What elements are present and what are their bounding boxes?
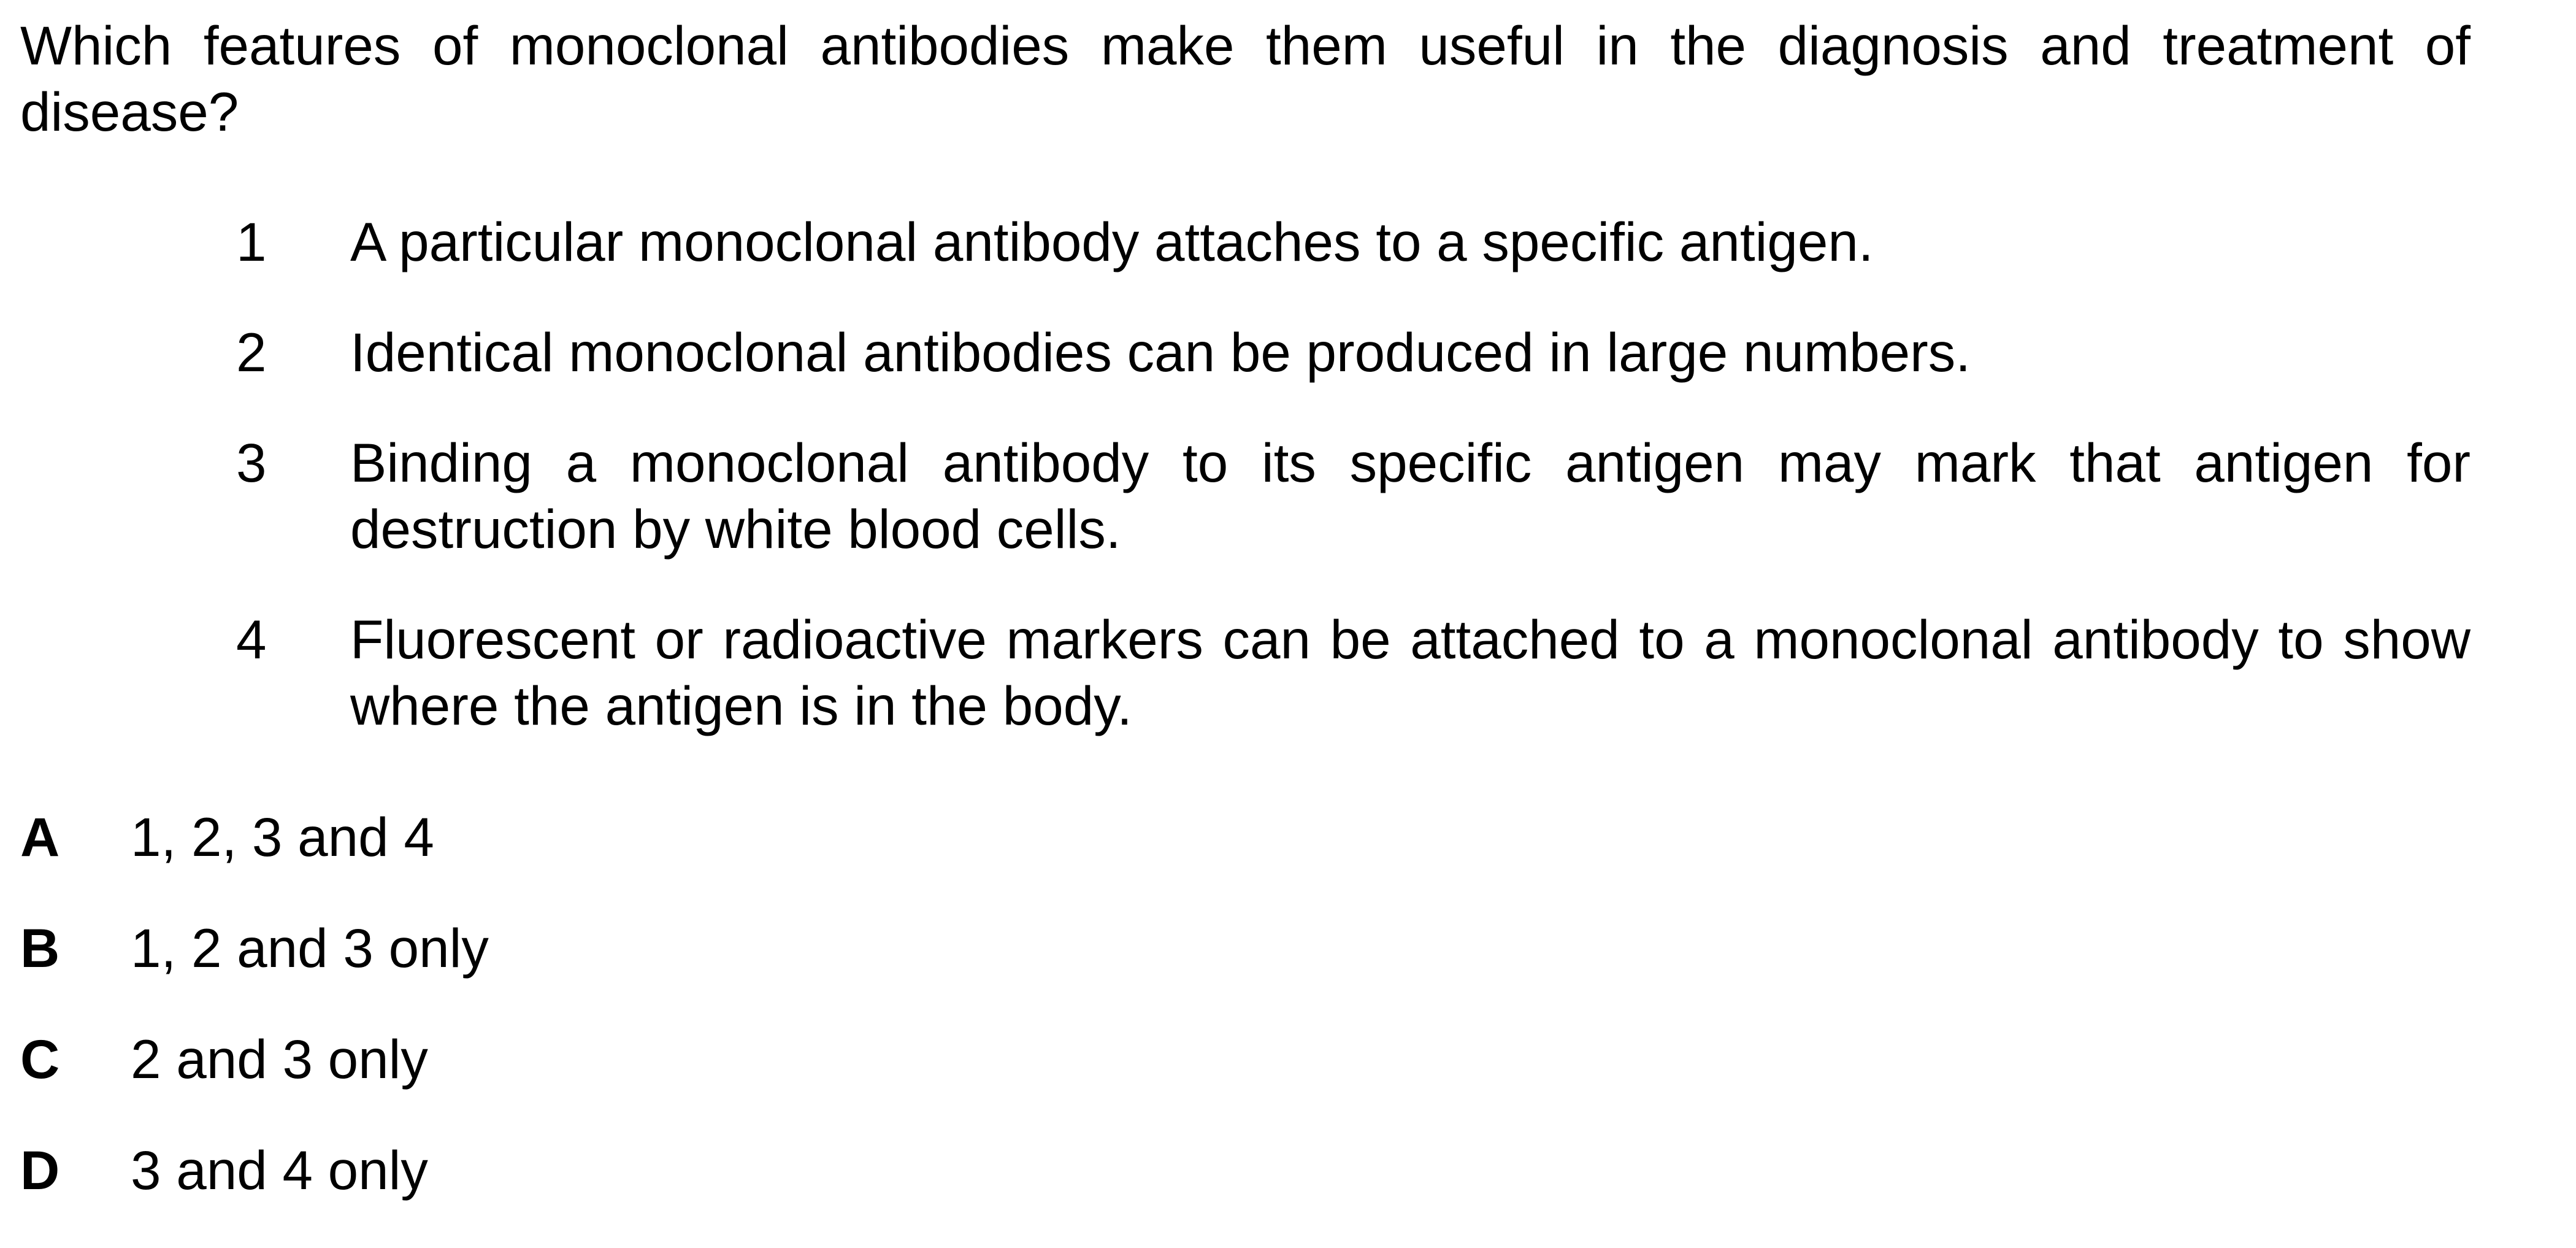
answer-option-d[interactable]: D 3 and 4 only <box>20 1137 489 1203</box>
statement-text: Fluorescent or radioactive markers can b… <box>350 609 2471 736</box>
question-text: Which features of monoclonal antibodies … <box>20 15 2471 142</box>
option-letter: C <box>20 1028 60 1090</box>
option-text: 1, 2, 3 and 4 <box>131 806 434 868</box>
statement-item: 4 Fluorescent or radioactive markers can… <box>236 606 2471 739</box>
statement-item: 2 Identical monoclonal antibodies can be… <box>236 319 2471 385</box>
statement-text: Binding a monoclonal antibody to its spe… <box>350 432 2471 560</box>
answer-option-a[interactable]: A 1, 2, 3 and 4 <box>20 804 489 870</box>
option-text: 3 and 4 only <box>131 1139 428 1201</box>
statement-item: 3 Binding a monoclonal antibody to its s… <box>236 429 2471 562</box>
answer-option-b[interactable]: B 1, 2 and 3 only <box>20 915 489 981</box>
answer-option-c[interactable]: C 2 and 3 only <box>20 1026 489 1092</box>
option-letter: D <box>20 1139 60 1201</box>
statement-number: 1 <box>236 211 267 272</box>
option-text: 1, 2 and 3 only <box>131 917 489 979</box>
statement-number: 3 <box>236 432 267 493</box>
answer-options: A 1, 2, 3 and 4 B 1, 2 and 3 only C 2 an… <box>20 804 489 1248</box>
option-text: 2 and 3 only <box>131 1028 428 1090</box>
option-letter: B <box>20 917 60 979</box>
option-letter: A <box>20 806 60 868</box>
statement-text: Identical monoclonal antibodies can be p… <box>350 322 1971 383</box>
statement-text: A particular monoclonal antibody attache… <box>350 211 1874 272</box>
statement-number: 4 <box>236 609 267 670</box>
statement-number: 2 <box>236 322 267 383</box>
statement-list: 1 A particular monoclonal antibody attac… <box>236 209 2471 783</box>
statement-item: 1 A particular monoclonal antibody attac… <box>236 209 2471 275</box>
